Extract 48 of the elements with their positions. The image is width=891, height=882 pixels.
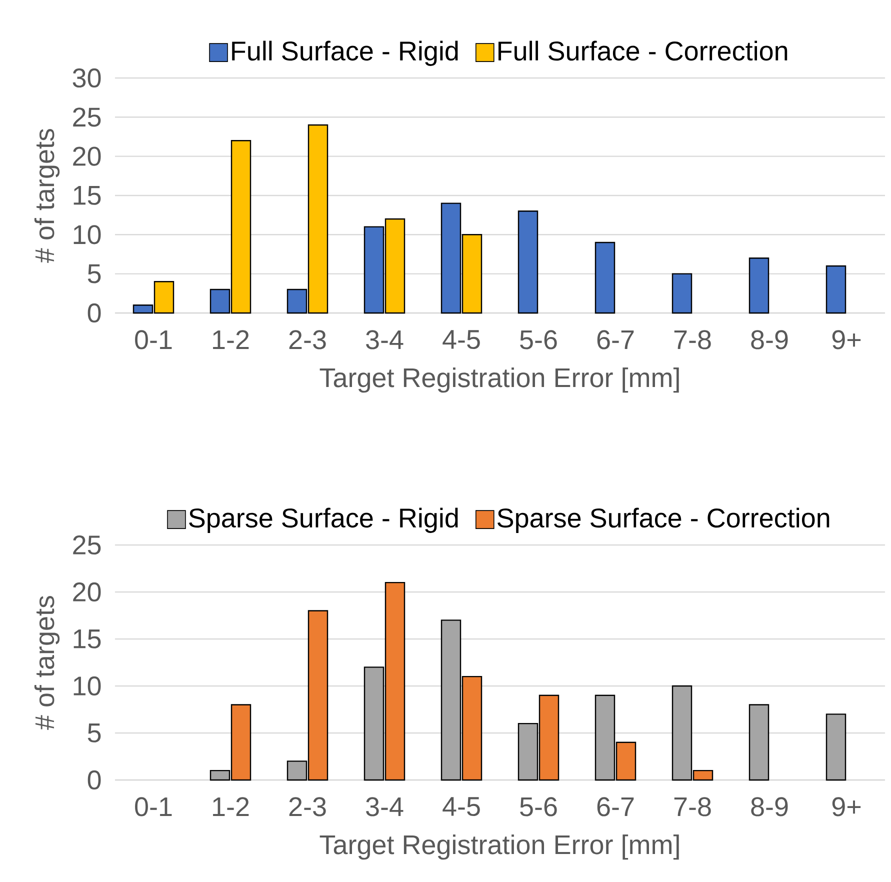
x-axis-title: Target Registration Error [mm] — [320, 834, 679, 860]
x-tick-label: 3-4 — [366, 330, 404, 350]
y-tick-label: 0 — [88, 303, 101, 323]
x-tick-label: 7-8 — [674, 330, 711, 350]
y-tick-label: 5 — [88, 724, 101, 742]
bar — [748, 258, 770, 314]
x-tick-label: 5-6 — [520, 330, 557, 350]
y-tick-label: 10 — [74, 225, 101, 244]
x-tick-label: 6-7 — [597, 797, 634, 816]
y-tick-label: 20 — [73, 582, 101, 602]
x-axis-title: Target Registration Error [mm] — [320, 367, 679, 393]
y-axis-title: # of targets — [34, 128, 60, 263]
legend-label: Sparse Surface - Correction — [498, 508, 830, 533]
bar — [748, 704, 770, 781]
x-tick-label: 2-3 — [289, 330, 326, 350]
bar — [826, 714, 846, 781]
bar — [672, 273, 692, 314]
y-axis-title: # of targets — [34, 596, 60, 730]
y-tick-label: 0 — [88, 770, 101, 790]
y-tick-label: 5 — [88, 264, 101, 284]
y-tick-label: 15 — [74, 186, 101, 205]
x-tick-label: 6-7 — [597, 330, 634, 350]
x-tick-label: 7-8 — [674, 797, 711, 816]
legend-label: Full Surface - Rigid — [232, 40, 458, 66]
bar — [594, 242, 616, 314]
x-tick-label: 4-5 — [442, 330, 480, 350]
legend-label: Full Surface - Correction — [498, 40, 788, 61]
x-tick-label: 4-5 — [442, 797, 480, 816]
y-tick-label: 25 — [73, 108, 101, 127]
x-tick-label: 9+ — [832, 330, 861, 350]
x-tick-label: 1-2 — [213, 797, 249, 816]
x-tick-label: 3-4 — [366, 797, 404, 816]
y-tick-label: 20 — [73, 146, 101, 166]
x-tick-label: 1-2 — [213, 330, 249, 350]
x-tick-label: 0-1 — [135, 330, 172, 350]
x-tick-label: 8-9 — [751, 330, 788, 350]
x-tick-label: 9+ — [832, 797, 861, 816]
y-tick-label: 10 — [74, 676, 101, 696]
y-tick-label: 25 — [73, 535, 101, 555]
y-tick-label: 15 — [74, 630, 101, 648]
bar — [826, 265, 846, 314]
x-tick-label: 5-6 — [520, 797, 557, 816]
x-tick-label: 8-9 — [751, 797, 788, 816]
y-tick-label: 30 — [72, 68, 101, 88]
legend-label: Sparse Surface - Rigid — [189, 508, 458, 533]
bar — [518, 210, 538, 314]
x-tick-label: 2-3 — [289, 797, 326, 816]
x-tick-label: 0-1 — [135, 797, 172, 816]
